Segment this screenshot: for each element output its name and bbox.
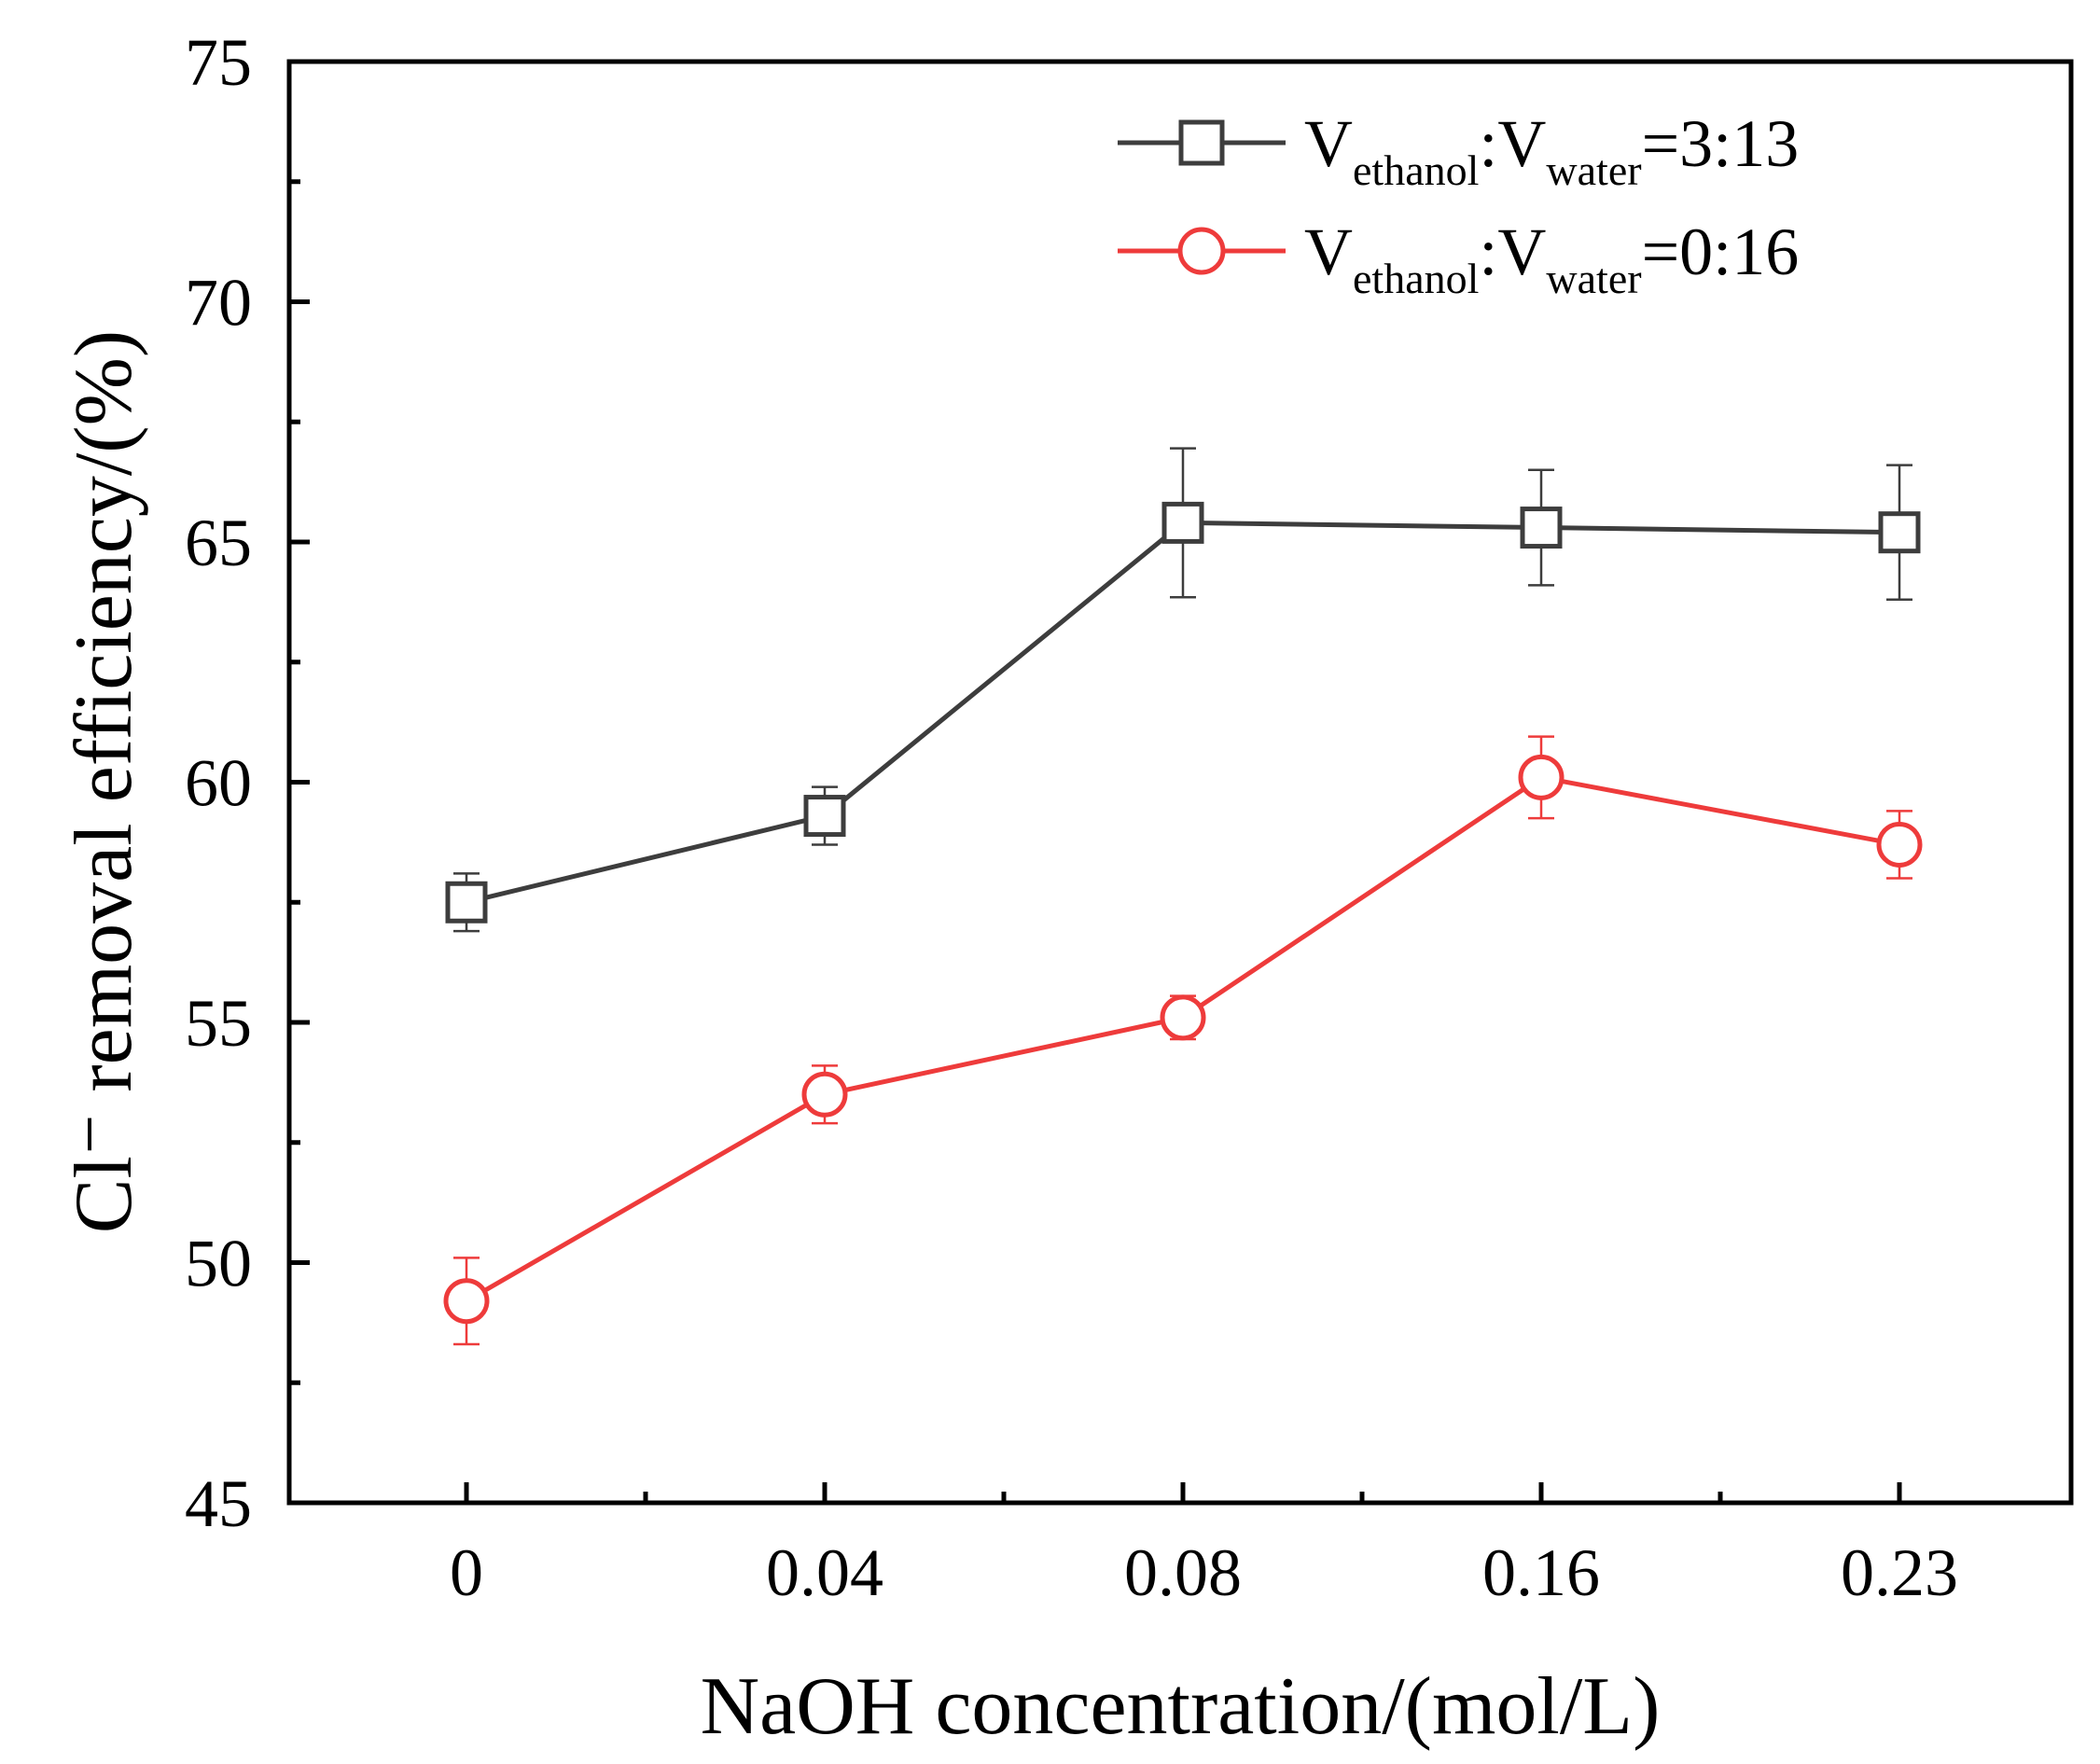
legend-label-series-1: Vethanol:Vwater=3:13 [1304, 106, 1799, 194]
data-point [1520, 507, 1563, 549]
x-tick-label: 0.08 [1124, 1535, 1242, 1610]
x-axis-title: NaOH concentration/(mol/L) [701, 1661, 1661, 1752]
legend-sep: : [1479, 215, 1497, 289]
y-axis-title: Cl⁻ removal efficiency/(%) [59, 330, 149, 1233]
legend-ratio: =0:16 [1642, 215, 1800, 289]
data-point [1160, 994, 1206, 1041]
legend: Vethanol:Vwater=3:13 Vethanol:Vwater=0:1… [1118, 106, 1799, 302]
legend-sub2: water [1546, 255, 1641, 302]
x-tick-label: 0.23 [1841, 1535, 1958, 1610]
legend-marker-series-2 [1177, 227, 1226, 275]
x-tick-label: 0.16 [1482, 1535, 1600, 1610]
legend-v2: V [1497, 106, 1546, 181]
y-tick-label: 55 [185, 986, 252, 1061]
y-tick-label: 45 [185, 1466, 252, 1541]
plot-frame [286, 59, 2074, 1506]
legend-entry-series-2: Vethanol:Vwater=0:16 [1118, 215, 1799, 302]
legend-sub1: ethanol [1353, 146, 1479, 194]
series-2 [443, 735, 1923, 1346]
legend-entry-series-1: Vethanol:Vwater=3:13 [1118, 106, 1799, 194]
y-tick-labels: 45 50 55 60 65 70 75 [185, 25, 252, 1541]
series-1 [445, 447, 1921, 933]
series-layer [443, 447, 1923, 1346]
legend-marker-series-1 [1178, 119, 1225, 166]
legend-v1: V [1304, 215, 1353, 289]
y-tick-label: 65 [185, 506, 252, 580]
x-tick-labels: 0 0.04 0.08 0.16 0.23 [450, 1535, 1958, 1610]
data-point [1518, 754, 1565, 800]
data-point [1161, 501, 1204, 544]
data-point [445, 881, 488, 924]
data-point [1876, 821, 1923, 868]
data-point [1878, 511, 1921, 554]
legend-v1: V [1304, 106, 1353, 181]
legend-label-series-2: Vethanol:Vwater=0:16 [1304, 215, 1799, 302]
y-tick-label: 50 [185, 1227, 252, 1301]
legend-sub2: water [1546, 146, 1641, 194]
data-point [443, 1278, 490, 1325]
legend-sub1: ethanol [1353, 255, 1479, 302]
legend-ratio: =3:13 [1642, 106, 1800, 181]
data-point [803, 795, 846, 838]
legend-v2: V [1497, 215, 1546, 289]
legend-sep: : [1479, 106, 1497, 181]
y-tick-label: 60 [185, 746, 252, 821]
data-point [801, 1071, 848, 1118]
y-tick-label: 75 [185, 25, 252, 100]
x-tick-label: 0 [450, 1535, 483, 1610]
y-tick-label: 70 [185, 266, 252, 340]
x-tick-label: 0.04 [766, 1535, 883, 1610]
